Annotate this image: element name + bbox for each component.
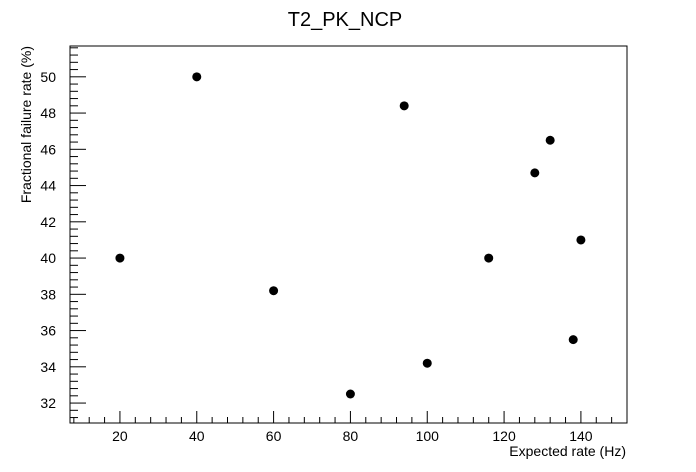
data-point (568, 335, 578, 345)
plot-frame (69, 45, 628, 424)
y-tick-label: 44 (40, 178, 56, 194)
data-point (269, 286, 279, 296)
y-tick-label: 42 (40, 214, 56, 230)
data-point (192, 72, 202, 82)
y-tick-label: 38 (40, 286, 56, 302)
y-tick-label: 48 (40, 105, 56, 121)
data-point (115, 253, 125, 263)
x-tick-label: 100 (416, 428, 440, 444)
y-tick-label: 50 (40, 69, 56, 85)
y-axis-title: Fractional failure rate (%) (18, 46, 34, 203)
data-point (399, 101, 409, 111)
x-tick-label: 80 (343, 428, 359, 444)
y-tick-label: 34 (40, 359, 56, 375)
chart-title: T2_PK_NCP (288, 9, 403, 31)
x-tick-label: 60 (266, 428, 282, 444)
x-tick-label: 120 (492, 428, 516, 444)
data-point (545, 135, 555, 145)
y-axis: 32 34 36 38 40 42 44 46 48 50 (40, 47, 86, 419)
x-tick-label: 20 (112, 428, 128, 444)
x-axis-title: Expected rate (Hz) (509, 443, 626, 459)
data-points (115, 72, 586, 399)
x-tick-label: 140 (569, 428, 593, 444)
y-tick-label: 46 (40, 141, 56, 157)
y-tick-label: 40 (40, 250, 56, 266)
data-point (422, 358, 432, 368)
y-tick-label: 36 (40, 323, 56, 339)
x-axis: 20 40 60 80 100 120 140 (73, 411, 628, 444)
x-tick-label: 40 (189, 428, 205, 444)
data-point (530, 168, 540, 178)
data-point (484, 253, 494, 263)
data-point (576, 235, 586, 245)
y-tick-label: 32 (40, 395, 56, 411)
data-point (345, 389, 355, 399)
